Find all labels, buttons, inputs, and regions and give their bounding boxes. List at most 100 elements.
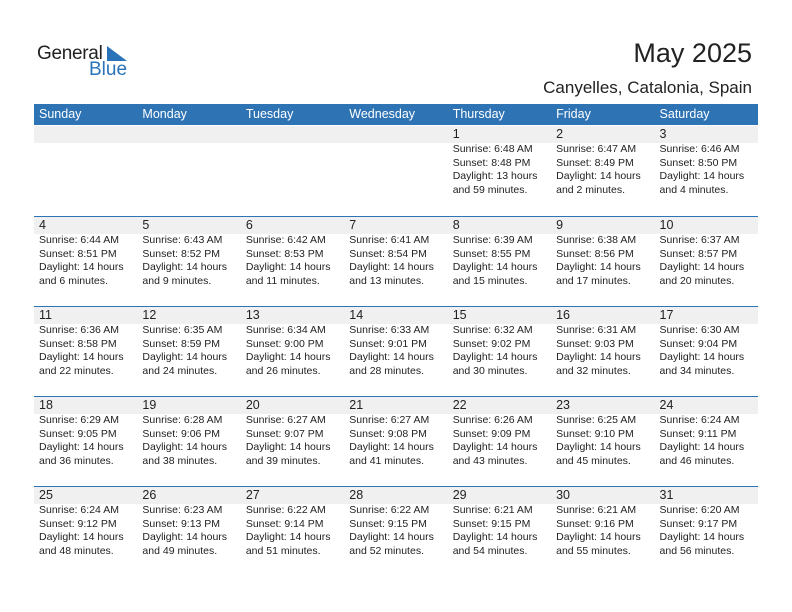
day-number: 27: [245, 488, 260, 502]
logo-blue: Blue: [89, 59, 128, 80]
daylight-minutes: and 36 minutes.: [39, 454, 114, 467]
day-number: 18: [39, 398, 53, 412]
daylight: Daylight: 14 hours: [142, 531, 228, 543]
day-cell: 6 Sunrise: 6:42 AM Sunset: 8:53 PM Daylight…: [241, 217, 344, 306]
sunrise: Sunrise: 6:28 AM: [142, 414, 223, 426]
daylight-minutes: and 52 minutes.: [349, 544, 424, 557]
day-cell: 2 Sunrise: 6:47 AM Sunset: 8:49 PM Daylight…: [551, 126, 654, 216]
day-cell: 5 Sunrise: 6:43 AM Sunset: 8:52 PM Daylight…: [137, 217, 240, 306]
weekday-wednesday: Wednesday: [349, 107, 416, 121]
day-number: 2: [556, 127, 564, 141]
day-cell: 25 Sunrise: 6:24 AM Sunset: 9:12 PM Dayligh…: [34, 487, 137, 576]
day-cell: 26 Sunrise: 6:23 AM Sunset: 9:13 PM Dayligh…: [137, 487, 240, 576]
daylight: Daylight: 14 hours: [452, 441, 538, 453]
daylight: Daylight: 14 hours: [245, 441, 331, 453]
day-number: 28: [349, 488, 364, 502]
sunset: Sunset: 9:15 PM: [349, 517, 427, 530]
daylight-minutes: and 4 minutes.: [659, 183, 729, 196]
day-number-band: [34, 307, 758, 324]
day-number: 3: [659, 127, 667, 141]
day-number: 25: [39, 488, 53, 502]
daylight: Daylight: 14 hours: [452, 351, 538, 363]
location: Canyelles, Catalonia, Spain: [543, 78, 752, 97]
daylight-minutes: and 30 minutes.: [452, 364, 528, 377]
day-number-band: [34, 397, 758, 414]
weekday-friday: Friday: [556, 107, 591, 121]
daylight-minutes: and 13 minutes.: [349, 274, 424, 287]
day-cell: 1 Sunrise: 6:48 AM Sunset: 8:48 PM Daylight…: [448, 126, 551, 216]
daylight-minutes: and 49 minutes.: [142, 544, 218, 557]
day-number: 9: [556, 218, 564, 232]
day-cell: 15 Sunrise: 6:32 AM Sunset: 9:02 PM Dayligh…: [448, 307, 551, 396]
daylight-minutes: and 24 minutes.: [142, 364, 218, 377]
sunset: Sunset: 9:10 PM: [556, 427, 634, 440]
sunset: Sunset: 8:56 PM: [556, 247, 634, 260]
sunset: Sunset: 8:48 PM: [452, 156, 531, 169]
daylight-minutes: and 59 minutes.: [452, 183, 528, 196]
day-cell: 4 Sunrise: 6:44 AM Sunset: 8:51 PM Daylight…: [34, 217, 137, 306]
sunrise: Sunrise: 6:24 AM: [659, 414, 740, 426]
day-cell: 22 Sunrise: 6:26 AM Sunset: 9:09 PM Dayligh…: [448, 397, 551, 486]
day-cell: 23 Sunrise: 6:25 AM Sunset: 9:10 PM Dayligh…: [551, 397, 654, 486]
sunrise: Sunrise: 6:32 AM: [452, 324, 533, 336]
sunset: Sunset: 9:02 PM: [452, 337, 531, 350]
daylight: Daylight: 14 hours: [556, 441, 641, 453]
daylight-minutes: and 9 minutes.: [142, 274, 212, 287]
daylight-minutes: and 11 minutes.: [245, 274, 320, 287]
sunset: Sunset: 8:54 PM: [349, 247, 427, 260]
daylight-minutes: and 51 minutes.: [245, 544, 321, 557]
week-row: 25 Sunrise: 6:24 AM Sunset: 9:12 PM Dayligh…: [34, 486, 758, 576]
day-cell: 31 Sunrise: 6:20 AM Sunset: 9:17 PM Dayligh…: [655, 487, 758, 576]
daylight-minutes: and 17 minutes.: [556, 274, 631, 287]
sunrise: Sunrise: 6:36 AM: [39, 324, 119, 336]
day-number: 1: [452, 127, 460, 141]
daylight-minutes: and 46 minutes.: [659, 454, 735, 467]
daylight-minutes: and 43 minutes.: [452, 454, 528, 467]
day-cell: 18 Sunrise: 6:29 AM Sunset: 9:05 PM Dayligh…: [34, 397, 137, 486]
day-number: 5: [142, 218, 150, 232]
day-cell: 12 Sunrise: 6:35 AM Sunset: 8:59 PM Dayligh…: [137, 307, 240, 396]
sunrise: Sunrise: 6:27 AM: [349, 414, 430, 426]
day-number: 30: [556, 488, 571, 502]
sunset: Sunset: 9:12 PM: [39, 517, 117, 530]
weekday-sunday: Sunday: [39, 107, 82, 121]
day-number: 29: [452, 488, 467, 502]
sunset: Sunset: 9:08 PM: [349, 427, 427, 440]
day-number: 17: [659, 308, 674, 322]
daylight: Daylight: 14 hours: [659, 261, 745, 273]
daylight: Daylight: 14 hours: [349, 531, 434, 543]
sunset: Sunset: 9:11 PM: [659, 427, 737, 440]
day-cell: 17 Sunrise: 6:30 AM Sunset: 9:04 PM Dayligh…: [655, 307, 758, 396]
sunrise: Sunrise: 6:24 AM: [39, 504, 119, 516]
daylight: Daylight: 14 hours: [556, 261, 641, 273]
daylight-minutes: and 15 minutes.: [452, 274, 528, 287]
day-cell: 14 Sunrise: 6:33 AM Sunset: 9:01 PM Dayligh…: [344, 307, 447, 396]
empty-cell: [34, 126, 137, 216]
sunset: Sunset: 9:06 PM: [142, 427, 221, 440]
sunset: Sunset: 9:01 PM: [349, 337, 427, 350]
sunset: Sunset: 9:16 PM: [556, 517, 634, 530]
week-row: 4 Sunrise: 6:44 AM Sunset: 8:51 PM Daylight…: [34, 216, 758, 306]
day-number: 8: [452, 218, 460, 232]
day-number: 12: [142, 308, 157, 322]
sunrise: Sunrise: 6:38 AM: [556, 234, 637, 246]
daylight-minutes: and 20 minutes.: [659, 274, 735, 287]
week-row: 1 Sunrise: 6:48 AM Sunset: 8:48 PM Daylight…: [34, 126, 758, 216]
sunset: Sunset: 8:59 PM: [142, 337, 221, 350]
day-number: 26: [142, 488, 157, 502]
daylight-minutes: and 34 minutes.: [659, 364, 735, 377]
sunset: Sunset: 8:50 PM: [659, 156, 738, 169]
sunset: Sunset: 8:58 PM: [39, 337, 117, 350]
daylight: Daylight: 13 hours: [452, 170, 538, 182]
day-number: 4: [39, 218, 46, 232]
sunrise: Sunrise: 6:22 AM: [349, 504, 430, 516]
daylight-minutes: and 48 minutes.: [39, 544, 114, 557]
day-cell: 30 Sunrise: 6:21 AM Sunset: 9:16 PM Dayligh…: [551, 487, 654, 576]
sunset: Sunset: 8:53 PM: [245, 247, 324, 260]
sunset: Sunset: 9:00 PM: [245, 337, 324, 350]
sunrise: Sunrise: 6:46 AM: [659, 143, 740, 155]
calendar-grid: 1 Sunrise: 6:48 AM Sunset: 8:48 PM Daylight…: [34, 126, 758, 576]
sunrise: Sunrise: 6:42 AM: [245, 234, 326, 246]
sunrise: Sunrise: 6:43 AM: [142, 234, 223, 246]
day-number: 6: [245, 218, 253, 232]
